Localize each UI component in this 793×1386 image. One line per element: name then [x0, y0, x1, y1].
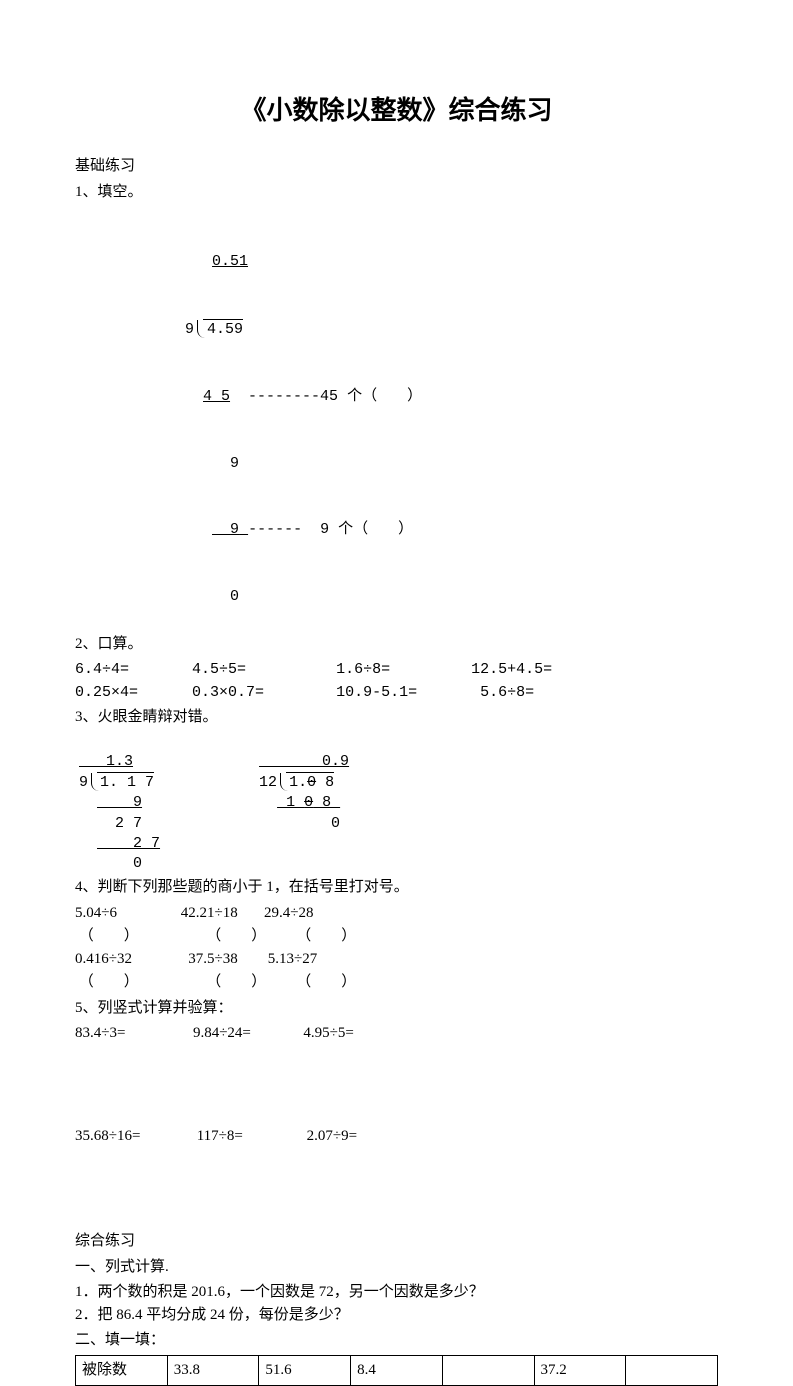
- q4-p1c2: （ ）: [206, 928, 266, 944]
- q3l-l5: 0: [79, 855, 142, 872]
- comp-p1: 1．两个数的积是 201.6，一个因数是 72，另一个因数是多少？: [75, 1281, 718, 1304]
- q4-r2c3: 5.13÷27: [268, 951, 317, 967]
- q1-dividend: 4.59: [207, 321, 243, 338]
- q1-carry1: 9: [230, 455, 239, 472]
- q4-r1c1: 5.04÷6: [75, 905, 117, 921]
- q2-r1c1: 6.4÷4=: [75, 661, 129, 678]
- q3-left: 1.3 9 1. 1 7 9 2 7 2 7 0: [79, 732, 169, 875]
- q5-r2c1: 35.68÷16=: [75, 1128, 140, 1144]
- q5-r2c2: 117÷8=: [197, 1128, 243, 1144]
- t-c6: [626, 1355, 718, 1385]
- q5-r1: 83.4÷3= 9.84÷24= 4.95÷5=: [75, 1022, 718, 1045]
- q1-step2: 9: [230, 521, 239, 538]
- q3-heading: 3、火眼金睛辩对错。: [75, 706, 718, 729]
- q1-heading: 1、填空。: [75, 181, 718, 204]
- q1-step1: 4 5: [203, 388, 230, 405]
- q4-r2: 0.416÷32 37.5÷38 5.13÷27: [75, 948, 718, 971]
- q4-r1: 5.04÷6 42.21÷18 29.4÷28: [75, 902, 718, 925]
- q4-heading: 4、判断下列那些题的商小于 1，在括号里打对号。: [75, 876, 718, 899]
- q2-r2c2: 0.3×0.7=: [192, 684, 264, 701]
- q4-p2c1: （ ）: [79, 974, 139, 990]
- fill-table: 被除数 33.8 51.6 8.4 37.2: [75, 1355, 718, 1386]
- q5-r2c3: 2.07÷9=: [307, 1128, 357, 1144]
- t-c0: 被除数: [76, 1355, 168, 1385]
- q3-longdiv-area: 1.3 9 1. 1 7 9 2 7 2 7 0 0.9 12 1.0 8 1 …: [79, 732, 718, 875]
- q1-note2: ------ 9 个（ ）: [248, 521, 413, 538]
- t-c1: 33.8: [167, 1355, 259, 1385]
- q2-row2: 0.25×4= 0.3×0.7= 10.9-5.1= 5.6÷8=: [75, 681, 718, 704]
- table-row: 被除数 33.8 51.6 8.4 37.2: [76, 1355, 718, 1385]
- t-c5: 37.2: [534, 1355, 626, 1385]
- q2-row1: 6.4÷4= 4.5÷5= 1.6÷8= 12.5+4.5=: [75, 658, 718, 681]
- q4-r1c2: 42.21÷18: [181, 905, 238, 921]
- comp-label: 综合练习: [75, 1230, 718, 1253]
- q3l-l4: 2 7: [97, 835, 160, 852]
- comp-sec1: 一、列式计算.: [75, 1256, 718, 1279]
- q1-divisor: 9: [185, 321, 194, 338]
- q4-p1c1: （ ）: [79, 928, 139, 944]
- t-c4: [442, 1355, 534, 1385]
- t-c3: 8.4: [351, 1355, 443, 1385]
- q2-r2c1: 0.25×4=: [75, 684, 138, 701]
- q3r-quot: 0.9: [259, 753, 349, 770]
- comp-sec2: 二、填一填：: [75, 1329, 718, 1352]
- q1-quotient: 0.51: [212, 253, 248, 270]
- t-c2: 51.6: [259, 1355, 351, 1385]
- q2-r2c4: 5.6÷8=: [480, 684, 534, 701]
- q4-p2c2: （ ）: [206, 974, 266, 990]
- q2-r2c3: 10.9-5.1=: [336, 684, 417, 701]
- q4-r2c2: 37.5÷38: [188, 951, 237, 967]
- q5-r1c1: 83.4÷3=: [75, 1025, 125, 1041]
- q2-r1c2: 4.5÷5=: [192, 661, 246, 678]
- q4-p2c3: （ ）: [296, 974, 356, 990]
- q3-right: 0.9 12 1.0 8 1 0 8 0: [259, 732, 385, 875]
- q3l-quot: 1.3: [79, 753, 133, 770]
- q4-r1c3: 29.4÷28: [264, 905, 313, 921]
- q3l-l3: 2 7: [79, 815, 142, 832]
- basic-practice-label: 基础练习: [75, 155, 718, 178]
- q4-r2c1: 0.416÷32: [75, 951, 132, 967]
- q5-r1c2: 9.84÷24=: [193, 1025, 251, 1041]
- q5-r2: 35.68÷16= 117÷8= 2.07÷9=: [75, 1125, 718, 1148]
- q1-note1: --------45 个（ ）: [248, 388, 422, 405]
- q1-longdiv: 0.51 9 4.59 4 5 --------45 个（ ） 9 9 ----…: [185, 206, 718, 631]
- q3l-l2: 9: [97, 794, 142, 811]
- q5-r1c3: 4.95÷5=: [303, 1025, 353, 1041]
- q4-p1: （ ） （ ） （ ）: [75, 925, 718, 948]
- page-title: 《小数除以整数》综合练习: [75, 90, 718, 130]
- q1-rem: 0: [230, 588, 239, 605]
- q3r-l3: 0: [259, 815, 340, 832]
- q2-r1c4: 12.5+4.5=: [471, 661, 552, 678]
- q2-r1c3: 1.6÷8=: [336, 661, 390, 678]
- q4-p1c3: （ ）: [296, 928, 356, 944]
- q2-heading: 2、口算。: [75, 633, 718, 656]
- comp-p2: 2．把 86.4 平均分成 24 份，每份是多少？: [75, 1304, 718, 1327]
- q4-p2: （ ） （ ） （ ）: [75, 971, 718, 994]
- q5-heading: 5、列竖式计算并验算：: [75, 997, 718, 1020]
